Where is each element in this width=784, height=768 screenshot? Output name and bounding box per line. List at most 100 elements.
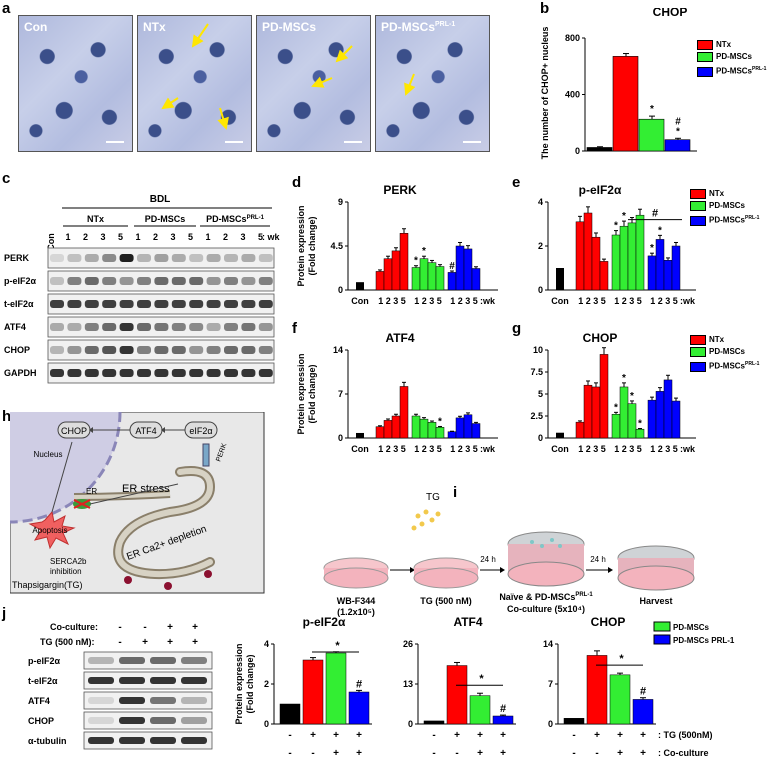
legend-ntx: NTx [697,39,766,51]
x-label-wk: :wk [480,296,496,306]
axis-sign: - [288,748,291,759]
x-label: 1 2 3 5 [450,296,478,306]
blot-band [181,697,207,704]
bracket-mark: # [652,208,658,220]
bar [383,420,393,439]
blot-band [137,277,151,285]
blot-band [50,254,64,262]
blot-band [50,300,64,308]
blot-band [102,254,117,262]
axis-sign: + [356,748,362,759]
blot-band [154,300,169,308]
tg-sign: - [118,637,121,648]
blot-row-label: α-tubulin [28,736,67,746]
x-label: 1 2 3 5 [378,444,406,454]
bar [663,260,673,291]
blot-band [189,300,204,308]
blot-band [181,677,207,684]
bar [627,403,637,439]
blot-band [102,323,117,331]
blot-band [50,277,64,285]
tg-label: TG (500 nM): [40,637,95,647]
western-blot-c: BDL NTx PD-MSCs PD-MSCsPRL-1 Con 1 2 3 5 1 2 3 5 1 2 3 5… [4,194,280,384]
scheme-24h-2: 24 h [590,555,606,564]
x-label: Con [551,296,569,306]
axis-sign: + [356,730,362,741]
blot-band [224,346,238,354]
blot-con-label: Con [46,233,56,251]
legend-prl: PD-MSCsPRL-1 [697,63,766,78]
blot-band [67,346,82,354]
significance-mark: * [658,225,662,236]
blot-band [150,697,176,704]
significance-mark: # [500,703,506,715]
blot-row-label: ATF4 [4,322,26,332]
bar [399,233,409,291]
blot-band [154,254,169,262]
culture-scheme: TG 24 h 24 h WB-F344 (1.2x10⁵) TG (500 n… [323,492,695,617]
blot-band [88,677,114,684]
bar [586,655,608,725]
y-tick-label: 0 [264,719,269,729]
bar [399,386,409,439]
axis-sign: - [572,748,575,759]
legend-e-pd: PD-MSCs [690,200,759,212]
bar [663,379,673,439]
micro-label-con: Con [24,20,48,34]
blot-band [206,323,221,331]
er-stress-label: ER stress [122,483,170,495]
blot-band [258,277,273,285]
wk-label: : wk [262,232,280,242]
blot-band [84,300,99,308]
blot-strip [83,691,213,710]
bar [664,139,691,152]
blot-band [119,677,145,684]
blot-band [102,369,117,377]
bar [647,399,657,439]
bar [325,652,347,725]
tg-sign: + [192,637,198,648]
bar [471,268,481,291]
y-tick-label: 400 [565,90,580,100]
chart-title: p-eIF2α [579,183,622,197]
atf4-node: ATF4 [135,426,156,436]
blot-strip [83,651,213,670]
y-tick-label: 7 [338,389,343,399]
bar [635,428,645,439]
blot-row-label: GAPDH [4,368,37,378]
panel-label-a: a [2,0,11,17]
blot-band [119,346,134,354]
axis-sign: + [640,730,646,741]
bar [463,414,473,439]
bar-con [356,432,364,438]
bar-con [556,268,564,290]
y-tick-label: 10 [533,345,543,355]
bar [419,258,429,291]
axis-sign: + [477,730,483,741]
blot-band [241,346,256,354]
significance-mark: * [650,104,654,115]
blot-band [189,323,204,331]
significance-mark: * [438,416,442,427]
bar [563,718,585,725]
co-sign: - [118,622,121,633]
blot-band [119,300,134,308]
blot-band [206,254,221,262]
panel-label-g: g [512,320,522,337]
bar [632,699,654,725]
axis-sign: + [333,748,339,759]
blot-band [171,369,186,377]
chart-j-chop: CHOP 0 7 14 - - + - + + # + + *: TG (500nM): Co-cultu… [543,615,735,759]
scheme-s3a: Naïve & PD-MSCsPRL-1 [499,592,593,602]
chart-title: p-eIF2α [303,615,346,629]
week-label: 5 [188,232,193,242]
bar-con [356,282,364,290]
chart-g: CHOP 0 2.5 5 7.5 10 Con 1 2 3 5 * * * * 1 2 3 5 1 2 3… [530,331,696,454]
week-label: 1 [205,232,210,242]
blot-band [88,737,114,744]
chart-title: ATF4 [385,331,414,345]
bar [627,222,637,291]
blot-band [119,657,145,664]
bar [419,418,429,439]
bracket-mark: * [619,653,624,665]
